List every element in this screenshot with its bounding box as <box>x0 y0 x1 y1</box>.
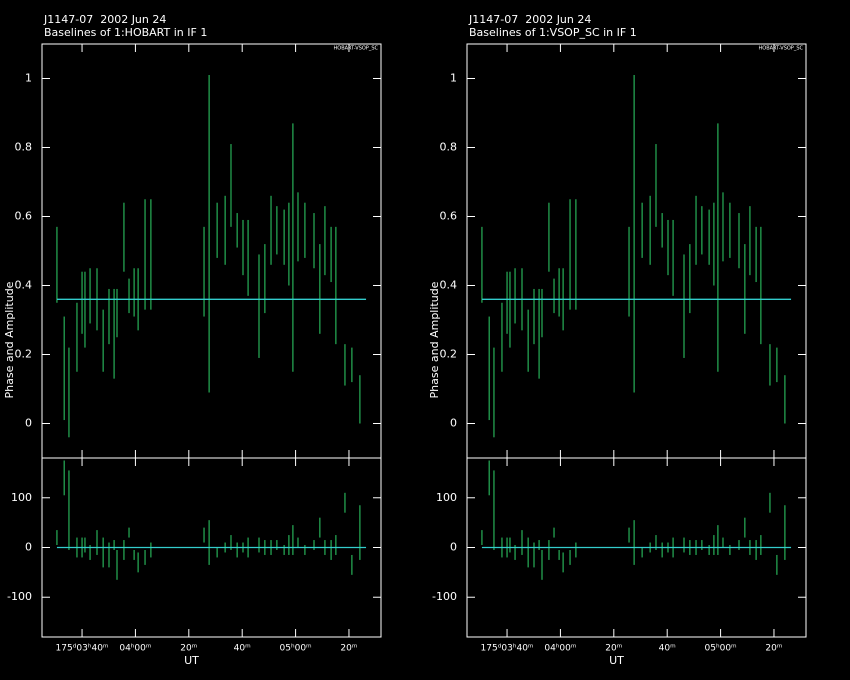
y-tick-label: 0 <box>450 417 457 430</box>
x-tick-label: 20ᵐ <box>765 644 782 654</box>
y-axis-label: Phase and Amplitude <box>3 281 16 398</box>
y-tick-label: 0.4 <box>440 279 458 292</box>
y-tick-label: 0.8 <box>15 141 33 154</box>
y-tick-label: 100 <box>11 491 32 504</box>
panel-title: J1147-07 2002 Jun 24 <box>43 13 166 26</box>
x-tick-label: 05ʰ00ᵐ <box>705 644 738 654</box>
panel-title: J1147-07 2002 Jun 24 <box>468 13 591 26</box>
baseline-label: HOBART-VSOP_SC <box>334 46 379 52</box>
y-tick-label: 0 <box>450 541 457 554</box>
y-tick-label: 0.6 <box>15 210 33 223</box>
x-tick-label: 175ᵈ03ʰ40ᵐ <box>56 644 109 654</box>
x-tick-label: 04ʰ00ᵐ <box>544 644 577 654</box>
x-tick-label: 05ʰ00ᵐ <box>280 644 313 654</box>
y-tick-label: 100 <box>436 491 457 504</box>
y-tick-label: 0.8 <box>440 141 458 154</box>
y-tick-label: 0 <box>25 541 32 554</box>
y-tick-label: 0.6 <box>440 210 458 223</box>
plot-frame <box>466 43 807 459</box>
x-axis-label: UT <box>184 654 199 667</box>
x-tick-label: 40ᵐ <box>234 644 251 654</box>
y-tick-label: 1 <box>25 72 32 85</box>
y-tick-label: 1 <box>450 72 457 85</box>
x-tick-label: 04ʰ00ᵐ <box>119 644 152 654</box>
panel-subtitle: Baselines of 1:HOBART in IF 1 <box>44 26 207 39</box>
x-tick-label: 20ᵐ <box>180 644 197 654</box>
x-tick-label: 20ᵐ <box>605 644 622 654</box>
panel-subtitle: Baselines of 1:VSOP_SC in IF 1 <box>469 26 637 39</box>
y-axis-label: Phase and Amplitude <box>428 281 441 398</box>
y-tick-label: -100 <box>7 590 32 603</box>
x-tick-label: 40ᵐ <box>659 644 676 654</box>
y-tick-label: 0.4 <box>15 279 33 292</box>
plot-frame <box>41 43 382 459</box>
y-tick-label: 0 <box>25 417 32 430</box>
x-tick-label: 20ᵐ <box>340 644 357 654</box>
baseline-label: HOBART-VSOP_SC <box>759 46 804 52</box>
y-tick-label: 0.2 <box>440 348 458 361</box>
y-tick-label: -100 <box>432 590 457 603</box>
x-axis-label: UT <box>609 654 624 667</box>
x-tick-label: 175ᵈ03ʰ40ᵐ <box>481 644 534 654</box>
y-tick-label: 0.2 <box>15 348 33 361</box>
